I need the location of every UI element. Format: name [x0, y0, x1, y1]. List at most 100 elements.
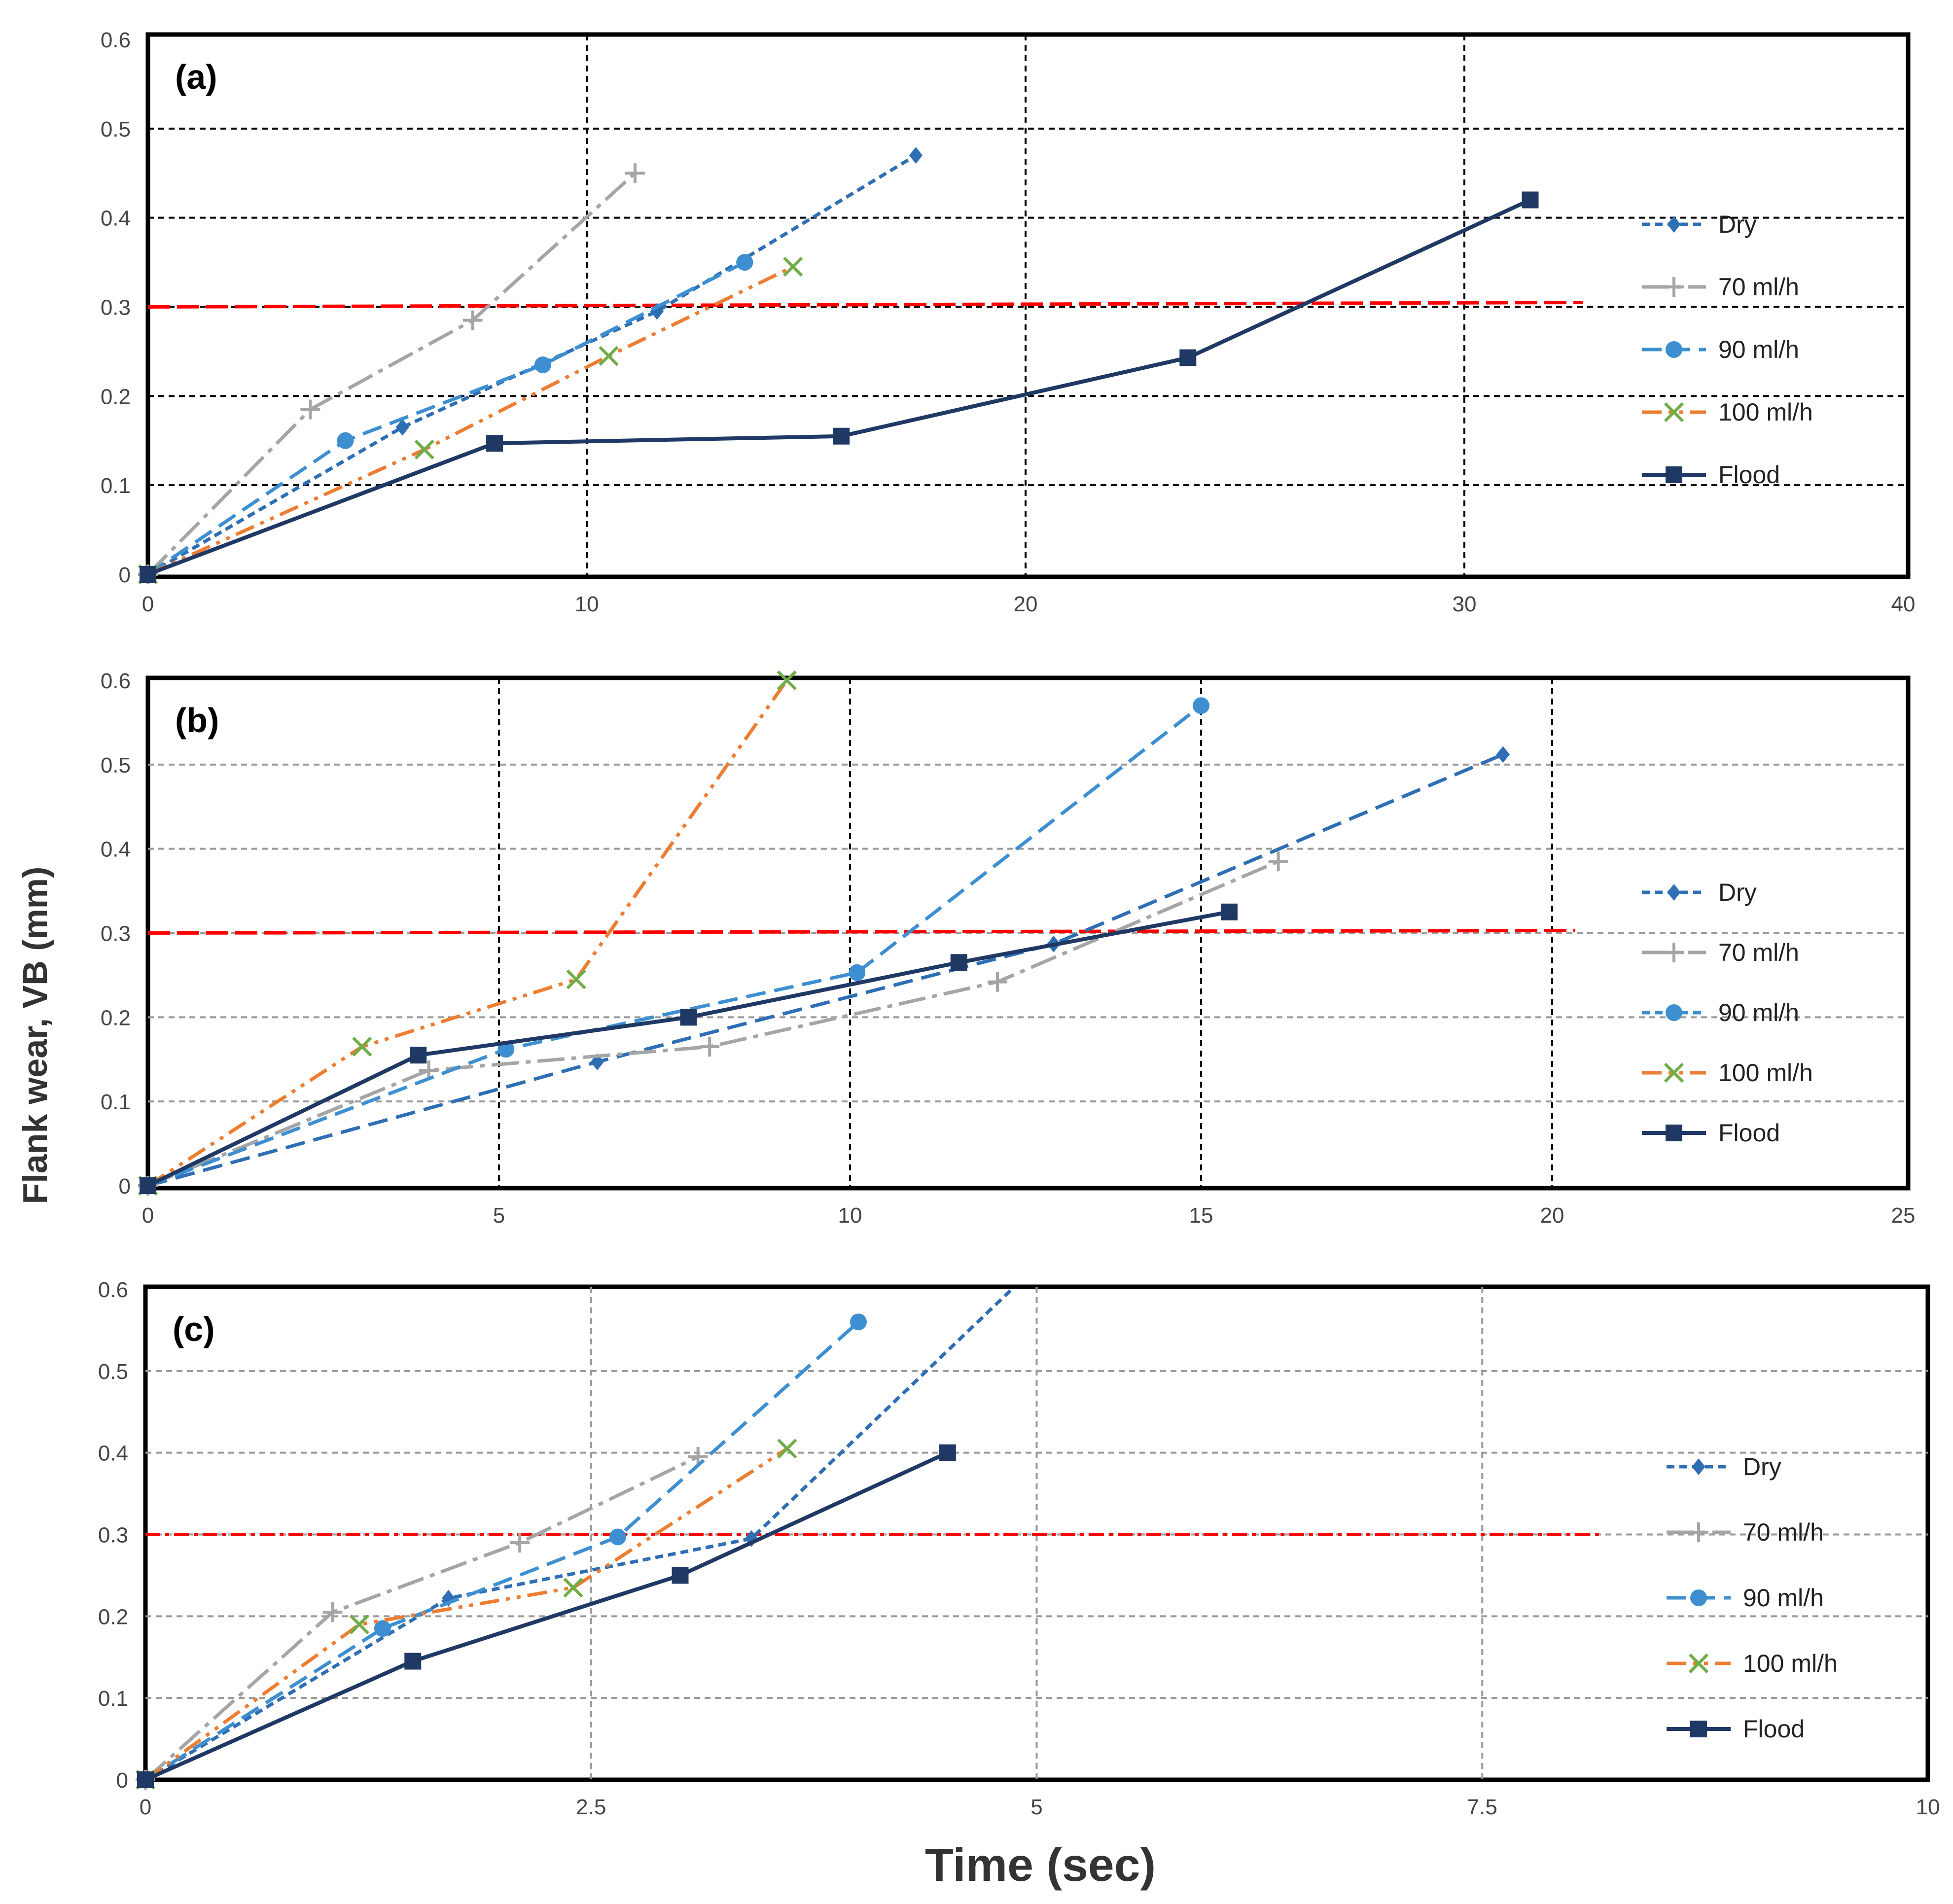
panel-c: 0 0.1 0.2 0.3 0.4 0.5 0.6 0 2.5 5 7.5 10 (c) Dry 70 ml… — [98, 1278, 1940, 1819]
legend-swatch-marker — [1664, 277, 1684, 297]
panel-a: 0 0.1 0.2 0.3 0.4 0.5 0.6 0 10 20 30 40 (a) Dry 70 ml/… — [101, 28, 1916, 616]
legend-label: 90 ml/h — [1743, 1584, 1824, 1612]
data-point-100-ml-h — [352, 1037, 372, 1057]
y-tick-label: 0 — [119, 1174, 131, 1199]
y-tick-label: 0.5 — [101, 753, 131, 777]
legend-swatch-marker — [1690, 1589, 1707, 1606]
legend-label: 70 ml/h — [1718, 273, 1799, 301]
y-tick-label: 0.2 — [101, 385, 131, 409]
data-point-dry — [395, 419, 409, 436]
x-tick-label: 20 — [1540, 1203, 1564, 1228]
data-point-flood — [137, 1771, 154, 1788]
data-point-flood — [1179, 349, 1197, 366]
data-point-flood — [404, 1653, 422, 1670]
series-line-100-ml-h — [144, 1447, 788, 1781]
panel-label: (a) — [175, 58, 217, 96]
x-tick-label: 5 — [493, 1203, 505, 1228]
data-point-90-ml-h — [374, 1620, 391, 1637]
y-tick-label: 0.1 — [101, 1090, 131, 1114]
series-line-90-ml-h — [144, 1320, 860, 1781]
data-point-flood — [833, 427, 850, 445]
legend-swatch-marker — [1689, 1522, 1708, 1542]
series-line-dry — [144, 1288, 1013, 1782]
y-tick-label: 0.4 — [101, 207, 131, 231]
y-tick-label: 0.2 — [98, 1605, 128, 1629]
data-point-flood — [410, 1047, 427, 1064]
y-tick-label: 0.6 — [98, 1278, 128, 1302]
threshold-line — [147, 928, 1576, 935]
legend-label: 90 ml/h — [1718, 336, 1799, 363]
legend-swatch-marker — [1664, 1062, 1684, 1083]
x-tick-label: 5 — [1030, 1795, 1042, 1819]
legend-label: 90 ml/h — [1718, 999, 1799, 1026]
y-tick-label: 0 — [119, 563, 131, 587]
data-point-100-ml-h — [566, 969, 586, 989]
legend-label: Dry — [1743, 1453, 1781, 1481]
legend-label: 70 ml/h — [1743, 1518, 1824, 1546]
legend-swatch-marker — [1666, 466, 1682, 483]
data-point-flood — [680, 1009, 697, 1026]
data-point-flood — [950, 954, 967, 971]
legend-label: 100 ml/h — [1718, 398, 1813, 426]
legend-swatch-marker — [1667, 884, 1681, 901]
legend-label: Flood — [1718, 461, 1780, 489]
y-tick-label: 0.6 — [101, 28, 131, 52]
data-point-90-ml-h — [337, 432, 354, 449]
data-point-flood — [140, 566, 156, 583]
data-point-70-ml-h — [1268, 851, 1288, 872]
x-tick-label: 30 — [1453, 592, 1477, 616]
series-line-90-ml-h — [147, 260, 746, 576]
legend-label: 100 ml/h — [1718, 1059, 1813, 1087]
series-line-100-ml-h — [147, 679, 788, 1187]
y-tick-label: 0.5 — [101, 117, 131, 141]
data-point-flood — [486, 435, 503, 452]
legend-label: Flood — [1743, 1715, 1805, 1743]
x-tick-label: 25 — [1891, 1203, 1916, 1228]
legend-swatch-marker — [1666, 1004, 1682, 1021]
legend-label: 70 ml/h — [1718, 939, 1799, 966]
series-line-70-ml-h — [146, 172, 637, 576]
legend-swatch-marker — [1692, 1458, 1705, 1475]
data-point-90-ml-h — [534, 356, 551, 374]
x-axis-title: Time (sec) — [925, 1839, 1156, 1891]
data-point-dry — [1496, 746, 1510, 763]
x-tick-label: 7.5 — [1467, 1795, 1497, 1819]
y-tick-label: 0.3 — [101, 296, 131, 320]
panel-label: (b) — [175, 701, 219, 740]
data-point-70-ml-h — [510, 1533, 530, 1553]
legend-swatch-marker — [1666, 1125, 1682, 1141]
data-point-90-ml-h — [609, 1528, 626, 1546]
x-tick-label: 0 — [142, 592, 154, 616]
data-point-flood — [1522, 191, 1539, 209]
y-tick-label: 0.3 — [98, 1523, 128, 1548]
data-point-100-ml-h — [599, 346, 619, 366]
x-tick-label: 0 — [142, 1203, 154, 1228]
y-axis-title: Flank wear, VB (mm) — [16, 867, 54, 1204]
series-line-flood — [144, 1451, 949, 1782]
data-point-100-ml-h — [414, 439, 434, 459]
data-point-90-ml-h — [849, 964, 866, 981]
y-tick-label: 0 — [116, 1768, 128, 1793]
legend-label: Dry — [1718, 211, 1757, 238]
x-tick-label: 0 — [140, 1795, 151, 1819]
data-point-100-ml-h — [783, 257, 803, 277]
data-point-70-ml-h — [625, 163, 645, 183]
y-tick-label: 0.5 — [98, 1360, 128, 1384]
x-tick-label: 10 — [575, 592, 599, 616]
data-point-90-ml-h — [736, 254, 753, 271]
series-line-dry — [147, 154, 917, 576]
series-line-100-ml-h — [147, 265, 794, 576]
data-point-flood — [1220, 903, 1238, 920]
x-tick-label: 10 — [838, 1203, 862, 1228]
data-point-100-ml-h — [563, 1578, 583, 1598]
y-tick-label: 0.1 — [101, 474, 131, 498]
legend-swatch-marker — [1688, 1653, 1709, 1674]
legend-swatch-marker — [1690, 1721, 1707, 1737]
series-line-dry — [147, 753, 1504, 1188]
threshold-line — [147, 300, 1583, 309]
y-tick-label: 0.2 — [101, 1006, 131, 1030]
x-tick-label: 15 — [1189, 1203, 1213, 1228]
legend-swatch-marker — [1667, 216, 1681, 233]
legend-label: 100 ml/h — [1743, 1650, 1838, 1677]
data-point-70-ml-h — [462, 310, 483, 330]
